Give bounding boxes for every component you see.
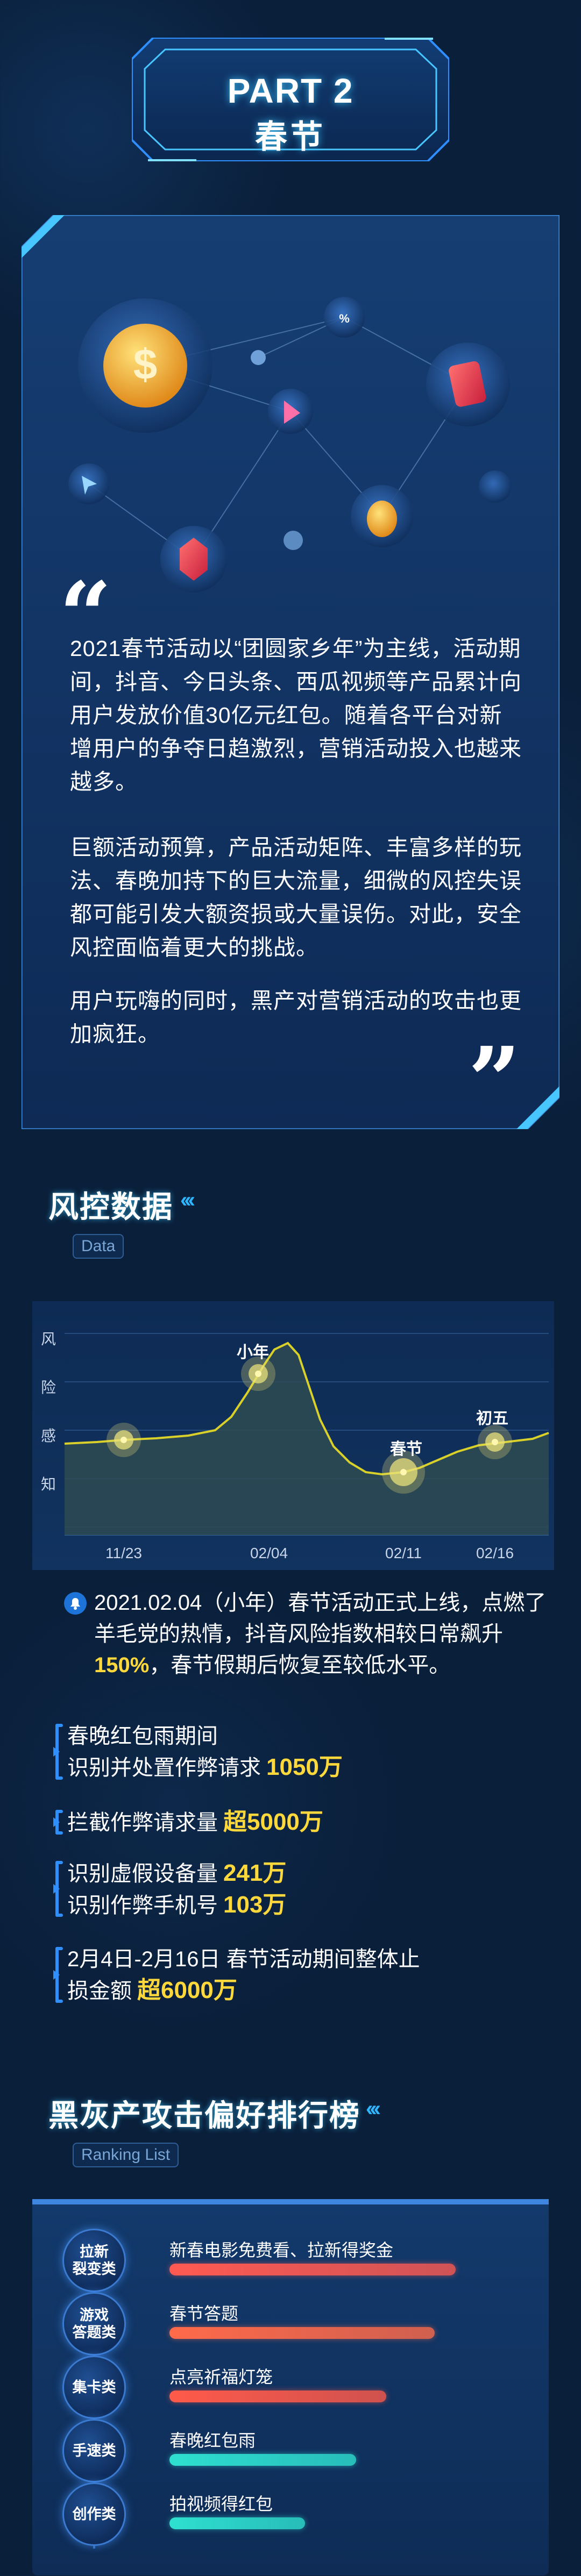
stat-value: 241万 (223, 1860, 287, 1886)
page-title: 春节 (255, 119, 326, 155)
chevron-left-icon: ‹‹‹ (366, 2097, 381, 2121)
stat-label: 识别并处置作弊请求 (67, 1756, 261, 1780)
stat-line: 识别虚假设备量 241万 (67, 1858, 541, 1889)
chevron-left-icon: ‹‹‹ (180, 1188, 195, 1212)
svg-text:%: % (339, 312, 350, 325)
bell-icon (64, 1592, 87, 1615)
ranking-section-subtitle: Ranking List (73, 2143, 179, 2167)
stat-line: 识别并处置作弊请求 1050万 (67, 1752, 541, 1783)
open-quote-icon: “ (59, 562, 112, 669)
intro-card-frame: $ % (22, 215, 559, 1129)
stat-block-2: 拦截作弊请求量 超5000万 (53, 1807, 541, 1838)
stat-label: 损金额 (67, 1979, 132, 2003)
rank-badge: 游戏 答题类 (62, 2292, 126, 2356)
x-tick-label: 02/11 (385, 1545, 422, 1561)
intro-paragraph-2: 巨额活动预算，产品活动矩阵、丰富多样的玩法、春晚加持下的巨大流量，细微的风控失误… (70, 835, 522, 960)
rank-item-label: 拍视频得红包 (169, 2494, 273, 2514)
x-tick-label: 02/16 (476, 1545, 514, 1561)
rank-badge: 拉新 裂变类 (62, 2229, 126, 2292)
rank-badge: 手速类 (62, 2419, 126, 2482)
risk-section-subtitle: Data (73, 1234, 124, 1259)
intro-card: $ % “ 2021春节活动以“团圆家乡年”为主线，活动期间，抖音、今日头条、西… (22, 215, 559, 1129)
rank-item-label: 新春电影免费看、拉新得奖金 (169, 2240, 394, 2260)
stat-label: 春晚红包雨期间 (67, 1724, 218, 1748)
risk-section-title: 风控数据 (48, 1190, 173, 1224)
chart-marker (241, 1357, 275, 1391)
stat-label: 2月4日-2月16日 春节活动期间整体止 (67, 1947, 420, 1971)
chart-marker (382, 1451, 425, 1494)
rank-badge: 集卡类 (62, 2356, 126, 2419)
svg-text:$: $ (133, 340, 158, 388)
stat-block-3: 识别虚假设备量 241万 识别作弊手机号 103万 (53, 1858, 541, 1921)
header-frame (132, 38, 449, 161)
stat-value: 超6000万 (137, 1977, 237, 2003)
ranking-panel: 拉新 裂变类 新春电影免费看、拉新得奖金游戏 答题类 春节答题集卡类 点亮祈福灯笼手速… (32, 2199, 549, 2575)
intro-paragraph-1: 2021春节活动以“团圆家乡年”为主线，活动期间，抖音、今日头条、西瓜视频等产品… (70, 636, 522, 794)
rank-bar (169, 2327, 435, 2339)
rank-bar (169, 2454, 356, 2466)
close-quote-icon: ” (468, 1027, 521, 1134)
part-number: PART 2 (227, 72, 354, 110)
risk-note-tail: ，春节假期后恢复至较低水平。 (149, 1653, 451, 1677)
part-header: PART 2 春节 (132, 38, 449, 161)
chart-marker (478, 1425, 512, 1459)
stat-value: 1050万 (266, 1754, 343, 1780)
stat-line: 损金额 超6000万 (67, 1975, 541, 2007)
risk-note: 2021.02.04（小年）春节活动正式上线，点燃了羊毛党的热情，抖音风险指数相… (94, 1587, 551, 1681)
rank-bar (169, 2391, 386, 2402)
rank-bar (169, 2517, 305, 2529)
stat-label: 识别虚假设备量 (67, 1862, 218, 1886)
risk-note-text: 2021.02.04（小年）春节活动正式上线，点燃了羊毛党的热情，抖音风险指数相… (94, 1591, 547, 1646)
y-axis-label: 险 (41, 1379, 56, 1396)
chart-annotation: 小年 (237, 1344, 269, 1361)
stat-line: 2月4日-2月16日 春节活动期间整体止 (67, 1944, 541, 1975)
stat-line: 拦截作弊请求量 超5000万 (67, 1807, 541, 1838)
ranking-section-title: 黑灰产攻击偏好排行榜 (48, 2099, 360, 2132)
x-tick-label: 02/04 (250, 1545, 288, 1561)
stat-label: 拦截作弊请求量 (67, 1811, 218, 1835)
stat-value: 103万 (223, 1892, 287, 1918)
chart-marker (107, 1423, 141, 1457)
rank-badge: 创作类 (62, 2482, 126, 2546)
risk-note-highlight: 150% (94, 1653, 150, 1677)
x-tick-label: 11/23 (105, 1545, 142, 1561)
chart-annotation: 春节 (390, 1440, 422, 1458)
rank-bar (169, 2264, 456, 2275)
chart-annotation: 初五 (476, 1410, 508, 1428)
intro-paragraph-3: 用户玩嗨的同时，黑产对营销活动的攻击也更加疯狂。 (70, 988, 522, 1046)
y-axis-label: 知 (41, 1476, 56, 1493)
y-axis-label: 感 (41, 1428, 56, 1444)
y-axis-label: 风 (41, 1331, 56, 1347)
rank-item-label: 春晚红包雨 (169, 2431, 256, 2450)
stat-line: 春晚红包雨期间 (67, 1721, 541, 1752)
stat-value: 超5000万 (223, 1809, 323, 1835)
stat-label: 识别作弊手机号 (67, 1894, 218, 1917)
rank-item-label: 点亮祈福灯笼 (169, 2367, 273, 2387)
risk-chart: 风险感知 11/23 02/04 02/11 02/16 小年春节 初五 (32, 1301, 554, 1570)
stat-line: 识别作弊手机号 103万 (67, 1889, 541, 1921)
rank-item-label: 春节答题 (169, 2304, 239, 2323)
stat-block-4: 2月4日-2月16日 春节活动期间整体止 损金额 超6000万 (53, 1944, 541, 2007)
stat-block-1: 春晚红包雨期间 识别并处置作弊请求 1050万 (53, 1721, 541, 1783)
